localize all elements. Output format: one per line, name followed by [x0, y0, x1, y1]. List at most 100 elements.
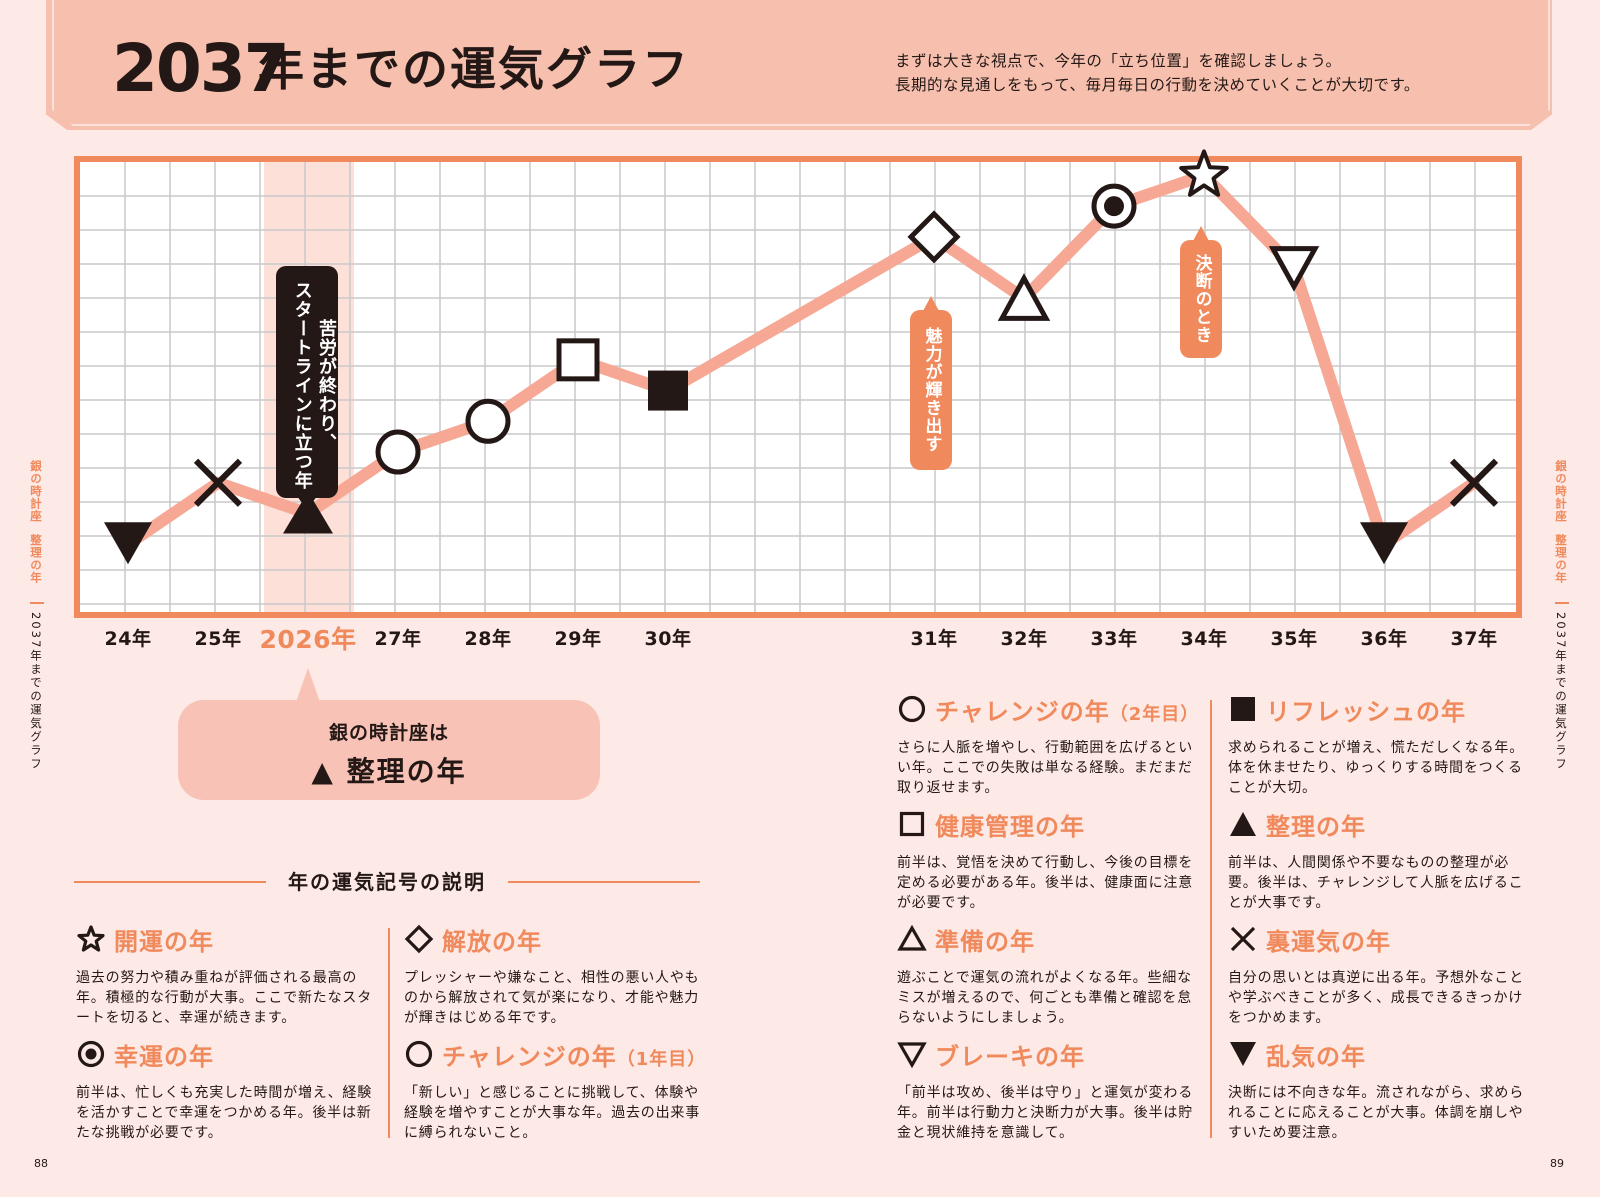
- legend-item-header: 解放の年: [404, 922, 704, 956]
- legend-item: チャレンジの年（2年目） さらに人脈を増やし、行動範囲を広げるといい年。ここでの失…: [897, 692, 1199, 798]
- data-point-double-circle: [1104, 196, 1124, 217]
- circle-icon: [897, 694, 927, 724]
- sign-box-year-type: ▲ 整理の年: [178, 750, 600, 790]
- legend-item: 健康管理の年前半は、覚悟を決めて行動し、今後の目標を定める必要がある年。後半は、…: [897, 807, 1197, 913]
- x-tick-label: 28年: [464, 628, 512, 650]
- intro-text-line2: 長期的な見通しをもって、毎月毎日の行動を決めていくことが大切です。: [895, 76, 1420, 94]
- legend-item-header: 整理の年: [1228, 807, 1528, 841]
- legend-item-name: 裏運気の年: [1266, 922, 1391, 957]
- data-point-square-filled: [648, 370, 688, 411]
- page-number-left: 88: [34, 1157, 48, 1170]
- page-title: 年までの運気グラフ: [258, 42, 690, 96]
- legend-item-header: 開運の年: [76, 922, 376, 956]
- side-divider-right: [1555, 602, 1569, 604]
- legend-divider: [1210, 700, 1212, 1138]
- data-point-star: [1179, 149, 1229, 197]
- legend-item: 開運の年過去の努力や積み重ねが評価される最高の年。積極的な行動が大事。ここで新た…: [76, 922, 376, 1028]
- callout-2026-pointer: [297, 496, 317, 510]
- x-tick-label: 31年: [910, 628, 958, 650]
- callout-2026-line1: 苦労が終わり、: [316, 318, 337, 452]
- legend-item-header: 幸運の年: [76, 1037, 376, 1071]
- x-tick-label: 2026年: [259, 625, 357, 654]
- callout-34-pointer: [1193, 226, 1209, 241]
- x-tick-label: 32年: [1000, 628, 1048, 650]
- side-year-type-left: 整理の年: [29, 534, 43, 584]
- legend-item-header: ブレーキの年: [897, 1037, 1197, 1071]
- x-tick-label: 33年: [1090, 628, 1138, 650]
- x-tick-label: 34年: [1180, 628, 1228, 650]
- legend-item-description: 前半は、人間関係や不要なものの整理が必要。後半は、チャレンジして人脈を広げること…: [1228, 855, 1524, 911]
- legend-item: 乱気の年決断には不向きな年。流されながら、求められることに応えることが大事。体調…: [1228, 1037, 1528, 1143]
- legend-item-name: 整理の年: [1266, 807, 1366, 842]
- legend-title: 年の運気記号の説明: [288, 870, 486, 894]
- data-point-cross: [1449, 458, 1499, 507]
- cross-icon: [1228, 924, 1258, 954]
- legend-item-name-text: 開運の年: [114, 927, 214, 956]
- legend-item-name: 健康管理の年: [935, 807, 1085, 842]
- x-tick-label: 24年: [104, 628, 152, 650]
- legend-rule-right: [508, 881, 700, 883]
- legend-item: 解放の年プレッシャーや嫌なこと、相性の悪い人やものから解放されて気が楽になり、才…: [404, 922, 704, 1028]
- legend-item: 幸運の年 前半は、忙しくも充実した時間が増え、経験を活かすことで幸運をつかめる年。…: [76, 1037, 376, 1143]
- x-tick-label: 25年: [194, 628, 242, 650]
- data-point-circle: [375, 429, 421, 475]
- legend-item: チャレンジの年（1年目） 「新しい」と感じることに挑戦して、体験や経験を増やすこと…: [404, 1037, 705, 1143]
- legend-item-name: 準備の年: [935, 922, 1035, 957]
- callout-2026: 苦労が終わり、 スタートラインに立つ年: [276, 266, 338, 498]
- legend-item: 整理の年前半は、人間関係や不要なものの整理が必要。後半は、チャレンジして人脈を広…: [1228, 807, 1528, 913]
- x-tick-label: 27年: [374, 628, 422, 650]
- callout-31-pointer: [923, 296, 939, 311]
- filled-square-icon: [1228, 694, 1258, 724]
- x-tick-label: 36年: [1360, 628, 1408, 650]
- legend-divider: [388, 928, 390, 1138]
- legend-item-description: 自分の思いとは真逆に出る年。予想外なことや学ぶべきことが多く、成長できるきっかけ…: [1228, 970, 1524, 1026]
- sign-box-pointer: [296, 668, 320, 702]
- page-number-right: 89: [1550, 1157, 1564, 1170]
- legend-item-name: 乱気の年: [1266, 1037, 1366, 1072]
- legend-item-description: 過去の努力や積み重ねが評価される最高の年。積極的な行動が大事。ここで新たなスター…: [76, 970, 372, 1026]
- callout-34: 決断のとき: [1180, 240, 1222, 358]
- legend-item-description: プレッシャーや嫌なこと、相性の悪い人やものから解放されて気が楽になり、才能や魅力…: [404, 970, 700, 1026]
- callout-2026-line2: スタートラインに立つ年: [291, 280, 313, 490]
- page-title-year: 2037: [112, 30, 290, 107]
- legend-item-name: チャレンジの年（2年目）: [935, 692, 1199, 727]
- side-divider-left: [30, 602, 44, 604]
- legend-item: 準備の年 遊ぶことで運気の流れがよくなる年。些細なミスが増えるので、何ごとも準備と…: [897, 922, 1197, 1028]
- legend-item-name-text: チャレンジの年: [442, 1042, 617, 1071]
- legend-item-name-text: リフレッシュの年: [1266, 697, 1466, 726]
- legend-item-header: 乱気の年: [1228, 1037, 1528, 1071]
- legend-item-header: 準備の年: [897, 922, 1197, 956]
- legend-item-header: リフレッシュの年: [1228, 692, 1528, 726]
- legend-item-name-text: 準備の年: [935, 927, 1035, 956]
- legend-item-name-text: 解放の年: [442, 927, 542, 956]
- square-icon: [897, 809, 927, 839]
- legend-rule-left: [74, 881, 266, 883]
- legend-item-description: 求められることが増え、慌ただしくなる年。体を休ませたり、ゆっくりする時間をつくる…: [1228, 740, 1524, 796]
- data-point-square: [556, 338, 600, 382]
- side-sign-right: 銀の時計座: [1554, 460, 1568, 523]
- sign-box-title: 銀の時計座は: [328, 722, 449, 744]
- legend-item-name-text: 乱気の年: [1266, 1042, 1366, 1071]
- legend-item-description: 前半は、覚悟を決めて行動し、今後の目標を定める必要がある年。後半は、健康面に注意…: [897, 855, 1193, 911]
- circle-icon: [404, 1039, 434, 1069]
- filled-triangle-icon: [1228, 809, 1258, 839]
- legend-item: リフレッシュの年求められることが増え、慌ただしくなる年。体を休ませたり、ゆっくり…: [1228, 692, 1528, 798]
- data-point-circle: [465, 398, 511, 444]
- legend-item-header: チャレンジの年（2年目）: [897, 692, 1199, 727]
- header-banner-frame: [52, 0, 1550, 126]
- sign-box: 銀の時計座は ▲ 整理の年: [178, 700, 600, 800]
- legend-item-name-text: 整理の年: [1266, 812, 1366, 841]
- legend-item-description: 決断には不向きな年。流されながら、求められることに応えることが大事。体調を崩しや…: [1228, 1085, 1524, 1141]
- data-point-down-triangle-filled: [1360, 522, 1408, 565]
- legend-item-header: チャレンジの年（1年目）: [404, 1037, 705, 1071]
- legend-item-description: さらに人脈を増やし、行動範囲を広げるといい年。ここでの失敗は単なる経験。まだまだ…: [897, 740, 1193, 796]
- legend-item-description: 「新しい」と感じることに挑戦して、体験や経験を増やすことが大事な年。過去の出来事…: [404, 1085, 700, 1141]
- side-year-type-right: 整理の年: [1554, 534, 1568, 584]
- legend-item-name-text: 幸運の年: [114, 1042, 214, 1071]
- triangle-icon: [897, 924, 927, 954]
- x-tick-label: 30年: [644, 628, 692, 650]
- legend-item: ブレーキの年 「前半は攻め、後半は守り」と運気が変わる年。前半は行動力と決断力が大…: [897, 1037, 1197, 1143]
- side-sign-left: 銀の時計座: [29, 460, 43, 523]
- fortune-chart-svg: [80, 149, 1516, 612]
- legend-item-name-text: 裏運気の年: [1266, 927, 1391, 956]
